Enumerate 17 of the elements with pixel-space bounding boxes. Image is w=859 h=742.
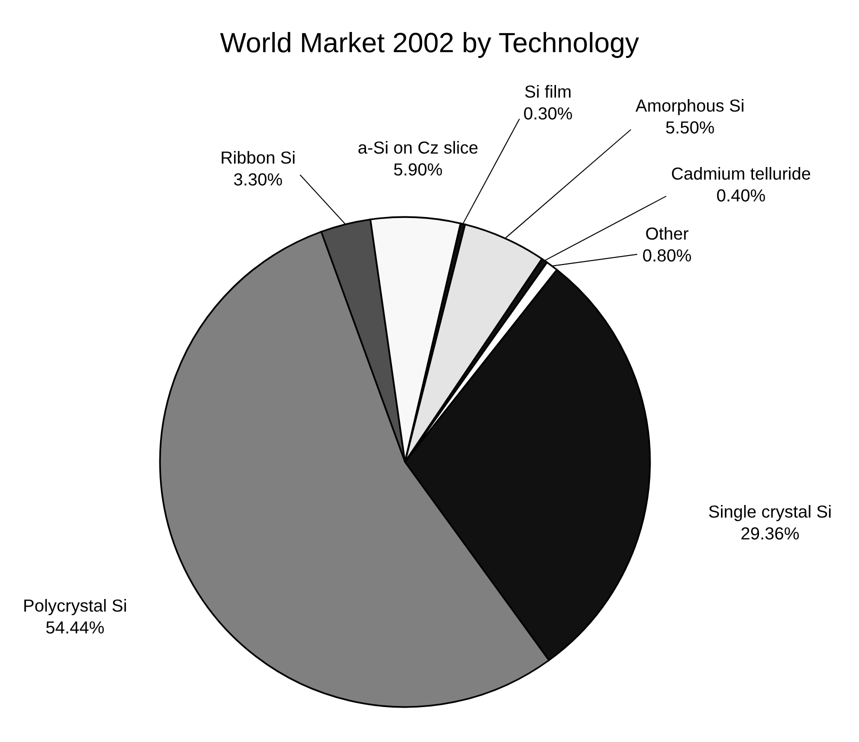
slice-label: Polycrystal Si [24,598,126,616]
chart-title: World Market 2002 by Technology [220,32,639,58]
slice-label: Single crystal Si [709,504,831,522]
data-label: 0.80% [643,249,691,262]
slice-label: Ribbon Si [222,150,294,164]
slice-label: Other [646,226,688,240]
data-label: 5.90% [394,163,442,176]
data-label: 54.44% [46,621,104,634]
slice-label: Cadmium telluride [672,166,810,180]
data-label: 3.30% [234,173,282,186]
data-label: 0.30% [524,107,572,120]
slice-label: a-Si on Cz slice [358,140,478,154]
slice-label: Si film [525,84,570,98]
data-label: 29.36% [741,527,799,540]
data-label: 0.40% [717,189,765,202]
data-label: 5.50% [666,121,714,134]
slice-label: Amorphous Si [636,98,744,116]
